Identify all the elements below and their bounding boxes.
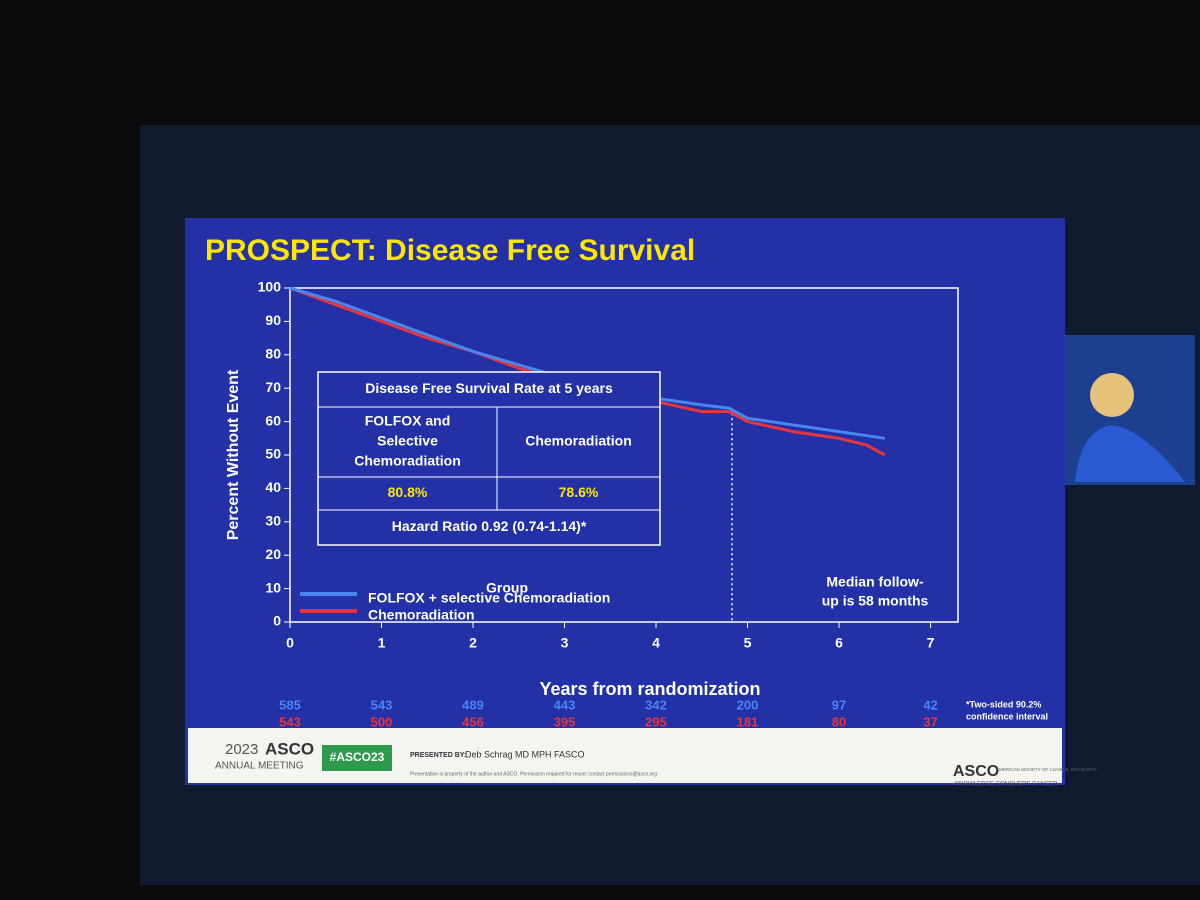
footer-presenter: Deb Schrag MD MPH FASCO (465, 749, 585, 759)
at-risk-count: 585 (279, 697, 301, 712)
footer-hashtag: #ASCO23 (330, 750, 385, 764)
at-risk-count: 181 (737, 714, 759, 729)
presenter-head (1090, 373, 1134, 417)
footer-notice: Presentation is property of the author a… (410, 771, 657, 777)
footer-society: AMERICAN SOCIETY OF CLINICAL ONCOLOGY (996, 767, 1097, 772)
at-risk-count: 42 (923, 697, 937, 712)
x-tick-label: 1 (378, 635, 386, 651)
legend-label: FOLFOX + selective Chemoradiation (368, 590, 610, 606)
at-risk-count: 489 (462, 697, 484, 712)
at-risk-count: 456 (462, 714, 484, 729)
at-risk-count: 543 (279, 714, 301, 729)
y-tick-label: 70 (265, 379, 281, 395)
at-risk-count: 200 (737, 697, 759, 712)
presenter-body (1075, 425, 1185, 482)
at-risk-count: 395 (554, 714, 576, 729)
table-value: 78.6% (559, 484, 599, 500)
x-tick-label: 5 (744, 635, 752, 651)
y-tick-label: 80 (265, 346, 281, 362)
hazard-ratio: Hazard Ratio 0.92 (0.74-1.14)* (392, 518, 587, 534)
footnote: *Two-sided 90.2% (966, 699, 1041, 709)
legend-title: Group (486, 580, 528, 596)
x-tick-label: 4 (652, 635, 660, 651)
y-tick-label: 50 (265, 446, 281, 462)
annotation: Median follow- (826, 574, 924, 590)
footer-meeting: ANNUAL MEETING (215, 761, 304, 772)
footer-tagline: KNOWLEDGE CONQUERS CANCER (955, 782, 1058, 788)
slide-title: PROSPECT: Disease Free Survival (205, 234, 695, 267)
at-risk-count: 543 (371, 697, 393, 712)
at-risk-count: 295 (645, 714, 667, 729)
y-tick-label: 30 (265, 513, 281, 529)
at-risk-count: 342 (645, 697, 667, 712)
footer-brand: ASCO (265, 739, 314, 758)
y-tick-label: 60 (265, 412, 281, 428)
at-risk-count: 37 (923, 714, 937, 729)
y-tick-label: 90 (265, 312, 281, 328)
y-axis-label: Percent Without Event (225, 369, 242, 540)
footer-year: 2023 (225, 741, 258, 758)
x-tick-label: 0 (286, 635, 294, 651)
hashtag-box (322, 745, 392, 771)
footer-presented-by: PRESENTED BY: (410, 752, 466, 759)
y-tick-label: 0 (273, 613, 281, 629)
table-header: Disease Free Survival Rate at 5 years (365, 380, 613, 396)
table-column-header: FOLFOX and (365, 413, 451, 429)
y-tick-label: 10 (265, 579, 281, 595)
legend-label: Chemoradiation (368, 607, 475, 623)
x-axis-label: Years from randomization (539, 679, 760, 699)
at-risk-count: 97 (832, 697, 846, 712)
x-tick-label: 7 (927, 635, 935, 651)
y-tick-label: 100 (258, 279, 282, 295)
table-column-header: Selective (377, 433, 438, 449)
x-tick-label: 3 (561, 635, 569, 651)
table-column-header: Chemoradiation (525, 433, 632, 449)
y-tick-label: 20 (265, 546, 281, 562)
y-tick-label: 40 (265, 479, 281, 495)
at-risk-count: 443 (554, 697, 576, 712)
x-tick-label: 2 (469, 635, 477, 651)
table-value: 80.8% (388, 484, 428, 500)
footnote: confidence interval (966, 711, 1048, 721)
table-column-header: Chemoradiation (354, 453, 461, 469)
footer-logo: ASCO (953, 763, 999, 780)
at-risk-count: 500 (371, 714, 393, 729)
at-risk-count: 80 (832, 714, 846, 729)
x-tick-label: 6 (835, 635, 843, 651)
annotation: up is 58 months (822, 593, 929, 609)
table-frame (317, 371, 661, 546)
